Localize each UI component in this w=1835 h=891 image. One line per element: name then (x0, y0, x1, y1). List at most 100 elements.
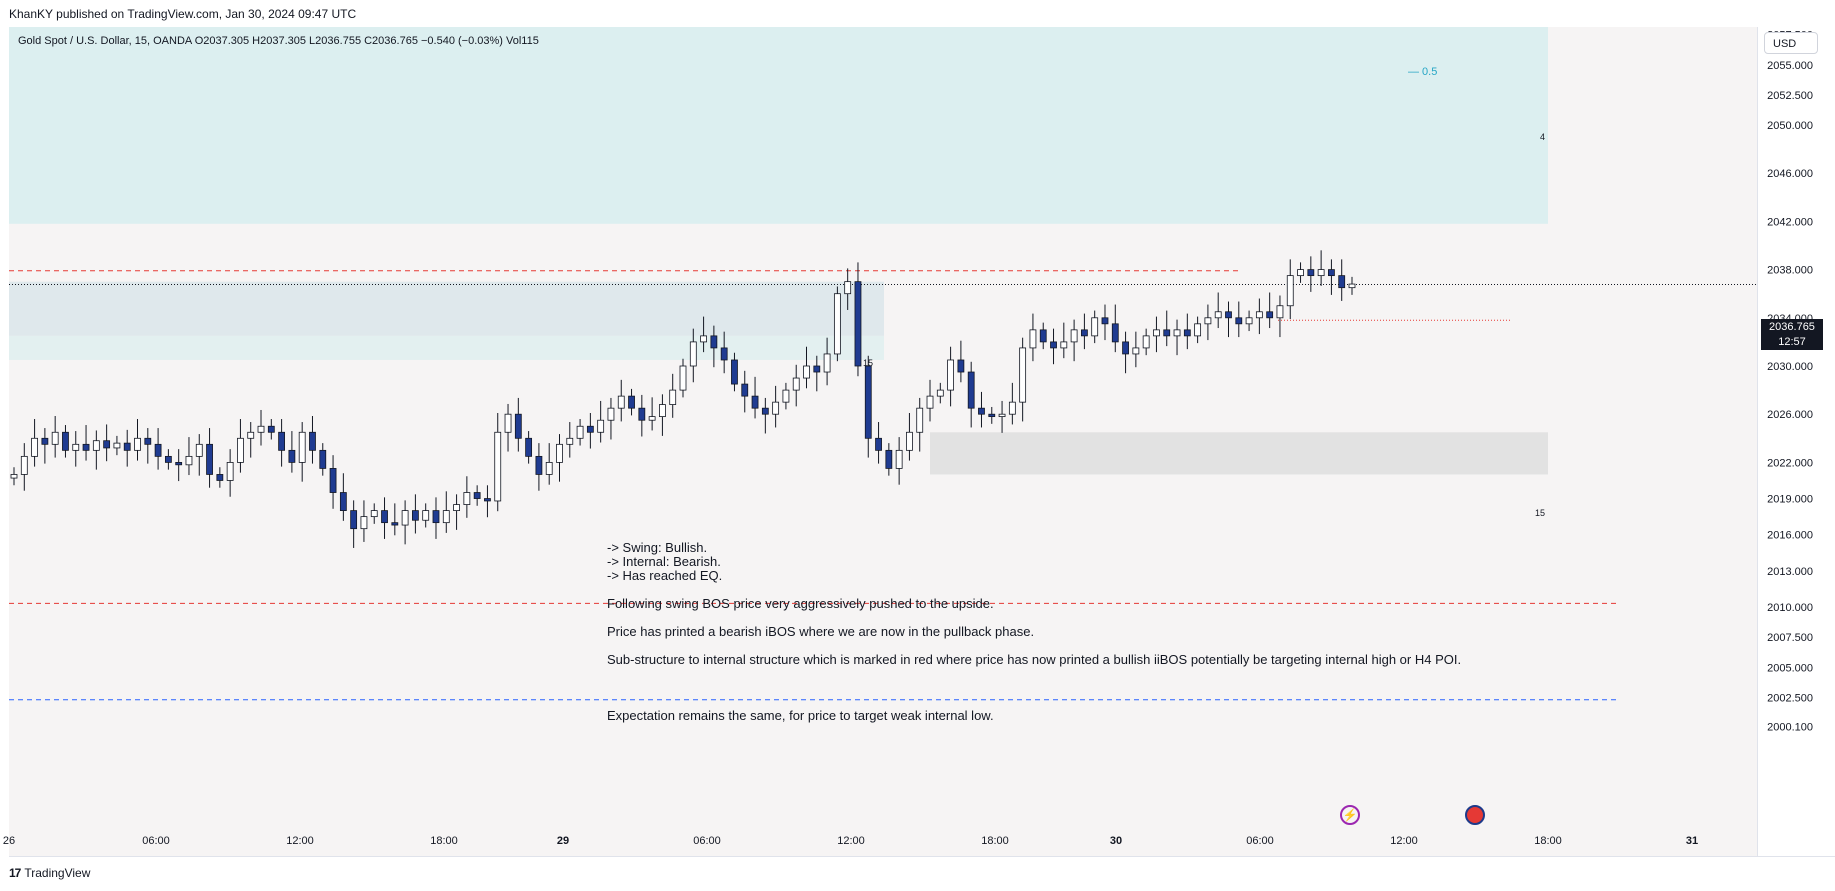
price-axis-label: 2046.000 (1767, 168, 1813, 180)
candle-body (164, 455, 172, 463)
price-axis-label: 2052.500 (1767, 90, 1813, 102)
candle-body (1111, 323, 1119, 343)
candle-body (782, 389, 790, 403)
candle-body (72, 443, 80, 451)
candle-body (803, 365, 810, 379)
note-paragraph-2: Price has printed a bearish iBOS where w… (607, 624, 1035, 639)
price-axis-divider (1757, 27, 1758, 856)
price-axis-label: 2042.000 (1767, 216, 1813, 228)
candle-body (1029, 329, 1037, 349)
zone-label-h4: 4 (1540, 132, 1545, 142)
candle-body (1255, 311, 1263, 319)
candle-body (82, 443, 90, 451)
tradingview-footer[interactable]: 17 TradingView (9, 866, 90, 880)
last-price-tag: 2036.765 12:57 (1761, 319, 1823, 350)
candle-body (195, 443, 203, 457)
candle-body (1060, 341, 1068, 349)
candle-body (62, 431, 69, 451)
candle-body (391, 522, 399, 526)
candle-body (1317, 269, 1325, 277)
candle-body (10, 474, 18, 479)
candle-body (1286, 275, 1294, 307)
price-axis-label: 2002.500 (1767, 692, 1813, 704)
candle-body (1122, 341, 1129, 355)
candle-body (813, 365, 821, 373)
price-axis-label: 2030.000 (1767, 361, 1813, 373)
candle-body (1091, 317, 1099, 337)
candle-body (1019, 347, 1027, 403)
time-axis-label: 06:00 (693, 835, 721, 847)
zone-label-demand: 15 (1535, 508, 1545, 518)
currency-button[interactable]: USD (1764, 32, 1818, 54)
candle-body (309, 431, 316, 451)
us-flag-icon[interactable] (1465, 805, 1485, 825)
candle-body (237, 437, 244, 463)
candle-body (628, 395, 635, 409)
candle-body (1132, 347, 1140, 355)
candle-body (648, 416, 656, 421)
candle-body (1307, 269, 1315, 277)
candle-body (679, 365, 687, 391)
candle-body (659, 404, 666, 418)
candle-body (1008, 401, 1016, 415)
candle-body (741, 383, 749, 397)
time-axis-label: 12:00 (286, 835, 314, 847)
candle-body (175, 461, 183, 466)
candle-body (710, 335, 718, 349)
candle-body (936, 389, 944, 397)
candle-body (916, 407, 924, 433)
candle-body (442, 510, 450, 524)
candle-body (41, 437, 49, 445)
candle-body (792, 377, 800, 391)
last-price-value: 2036.765 (1769, 321, 1815, 333)
zone-15m (9, 281, 884, 336)
price-axis-label: 2000.100 (1767, 721, 1813, 733)
note-eq: -> Has reached EQ. (607, 568, 723, 583)
candle-body (401, 510, 409, 526)
price-axis-label: 2013.000 (1767, 566, 1813, 578)
candle-body (669, 389, 677, 405)
candle-body (1194, 323, 1202, 337)
candle-body (1235, 317, 1243, 325)
candle-body (638, 407, 646, 421)
price-axis-label: 2026.000 (1767, 409, 1813, 421)
candle-body (370, 510, 378, 518)
candle-body (556, 443, 563, 463)
candle-body (772, 401, 780, 415)
price-axis-label: 2007.500 (1767, 632, 1813, 644)
candle-body (1328, 269, 1335, 277)
candle-body (1173, 329, 1181, 337)
candle-body (411, 510, 419, 521)
candle-body (1348, 283, 1356, 289)
candle-body (473, 492, 481, 499)
time-axis-label: 06:00 (142, 835, 170, 847)
candle-body (350, 510, 358, 530)
symbol-legend: Gold Spot / U.S. Dollar, 15, OANDA O2037… (18, 35, 539, 47)
candle-body (617, 395, 625, 409)
candle-body (1142, 335, 1150, 349)
candle-body (864, 365, 872, 439)
price-axis-label: 2005.000 (1767, 662, 1813, 674)
candle-body (895, 449, 903, 469)
time-axis-label: 29 (557, 835, 569, 847)
candle-body (360, 516, 368, 530)
fib-level-label: — 0.5 (1408, 66, 1437, 78)
candle-body (103, 440, 111, 449)
candle-body (381, 510, 388, 524)
tradingview-brand: TradingView (24, 866, 91, 880)
analysis-notes: -> Swing: Bullish. -> Internal: Bearish.… (607, 541, 1461, 723)
published-header: KhanKY published on TradingView.com, Jan… (9, 7, 357, 21)
lightning-icon[interactable]: ⚡ (1340, 805, 1360, 825)
candle-body (494, 431, 502, 502)
candle-body (319, 449, 327, 469)
zone-15m-lower (9, 335, 884, 360)
candle-body (298, 431, 306, 463)
candle-body (545, 461, 553, 475)
candle-body (906, 431, 913, 451)
candle-body (1050, 341, 1057, 349)
candle-body (700, 335, 707, 343)
candle-body (566, 437, 574, 445)
candle-body (761, 407, 769, 415)
candle-body (267, 425, 275, 433)
